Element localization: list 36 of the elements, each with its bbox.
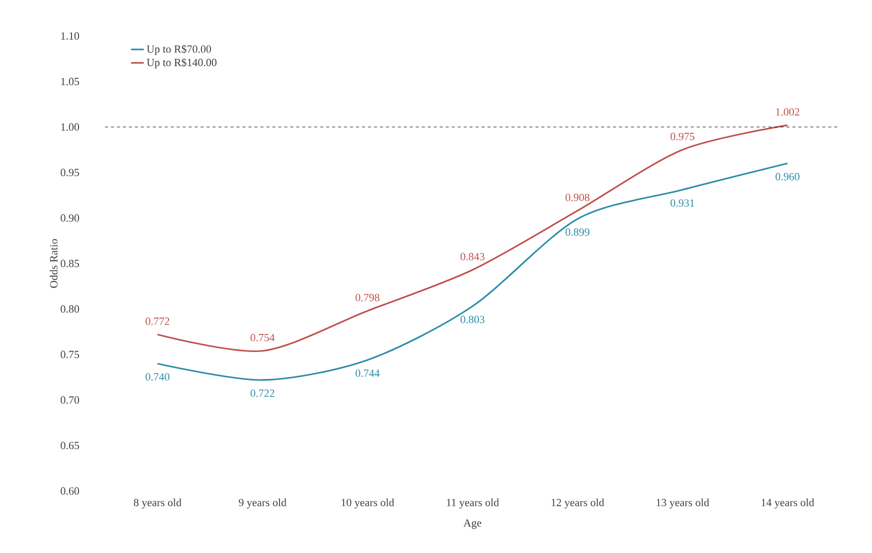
x-tick-label: 10 years old: [342, 498, 394, 508]
data-label: 0.803: [460, 316, 484, 324]
y-tick-label: 0.80: [60, 305, 80, 313]
x-tick-label: 12 years old: [552, 498, 604, 508]
data-label: 0.931: [670, 199, 694, 207]
y-tick-label: 0.95: [60, 168, 80, 176]
x-axis-title: Age: [463, 519, 482, 529]
x-tick-label: 14 years old: [762, 498, 814, 508]
x-tick-label: 11 years old: [446, 498, 499, 508]
data-label: 0.960: [776, 172, 800, 180]
data-label: 0.722: [250, 390, 274, 397]
legend-label: Up to R$70.00: [146, 44, 212, 55]
x-tick-label: 13 years old: [656, 498, 710, 508]
legend-label: Up to R$140.00: [146, 58, 216, 68]
data-label: 0.975: [670, 132, 694, 140]
data-label: 0.798: [356, 294, 380, 302]
y-tick-label: 0.75: [60, 350, 80, 358]
data-label: 0.744: [356, 369, 380, 377]
y-tick-label: 1.10: [61, 32, 80, 40]
data-label: 0.908: [566, 194, 590, 202]
data-label: 1.002: [776, 108, 800, 116]
x-tick-label: 9 years old: [238, 498, 286, 508]
data-label: 0.899: [566, 228, 590, 236]
y-tick-label: 0.65: [60, 442, 80, 450]
data-label: 0.740: [146, 373, 170, 381]
y-tick-label: 0.85: [60, 260, 80, 268]
y-tick-label: 0.70: [60, 396, 80, 404]
y-axis-title: Odds Ratio: [50, 239, 58, 288]
x-tick-label: 8 years old: [134, 498, 182, 508]
y-tick-label: 1.00: [61, 123, 80, 131]
y-tick-label: 1.05: [61, 78, 80, 86]
y-tick-label: 0.60: [60, 487, 80, 495]
data-label: 0.772: [146, 318, 170, 325]
y-tick-label: 0.90: [60, 214, 80, 222]
data-label: 0.843: [460, 252, 484, 260]
data-label: 0.754: [250, 334, 275, 342]
